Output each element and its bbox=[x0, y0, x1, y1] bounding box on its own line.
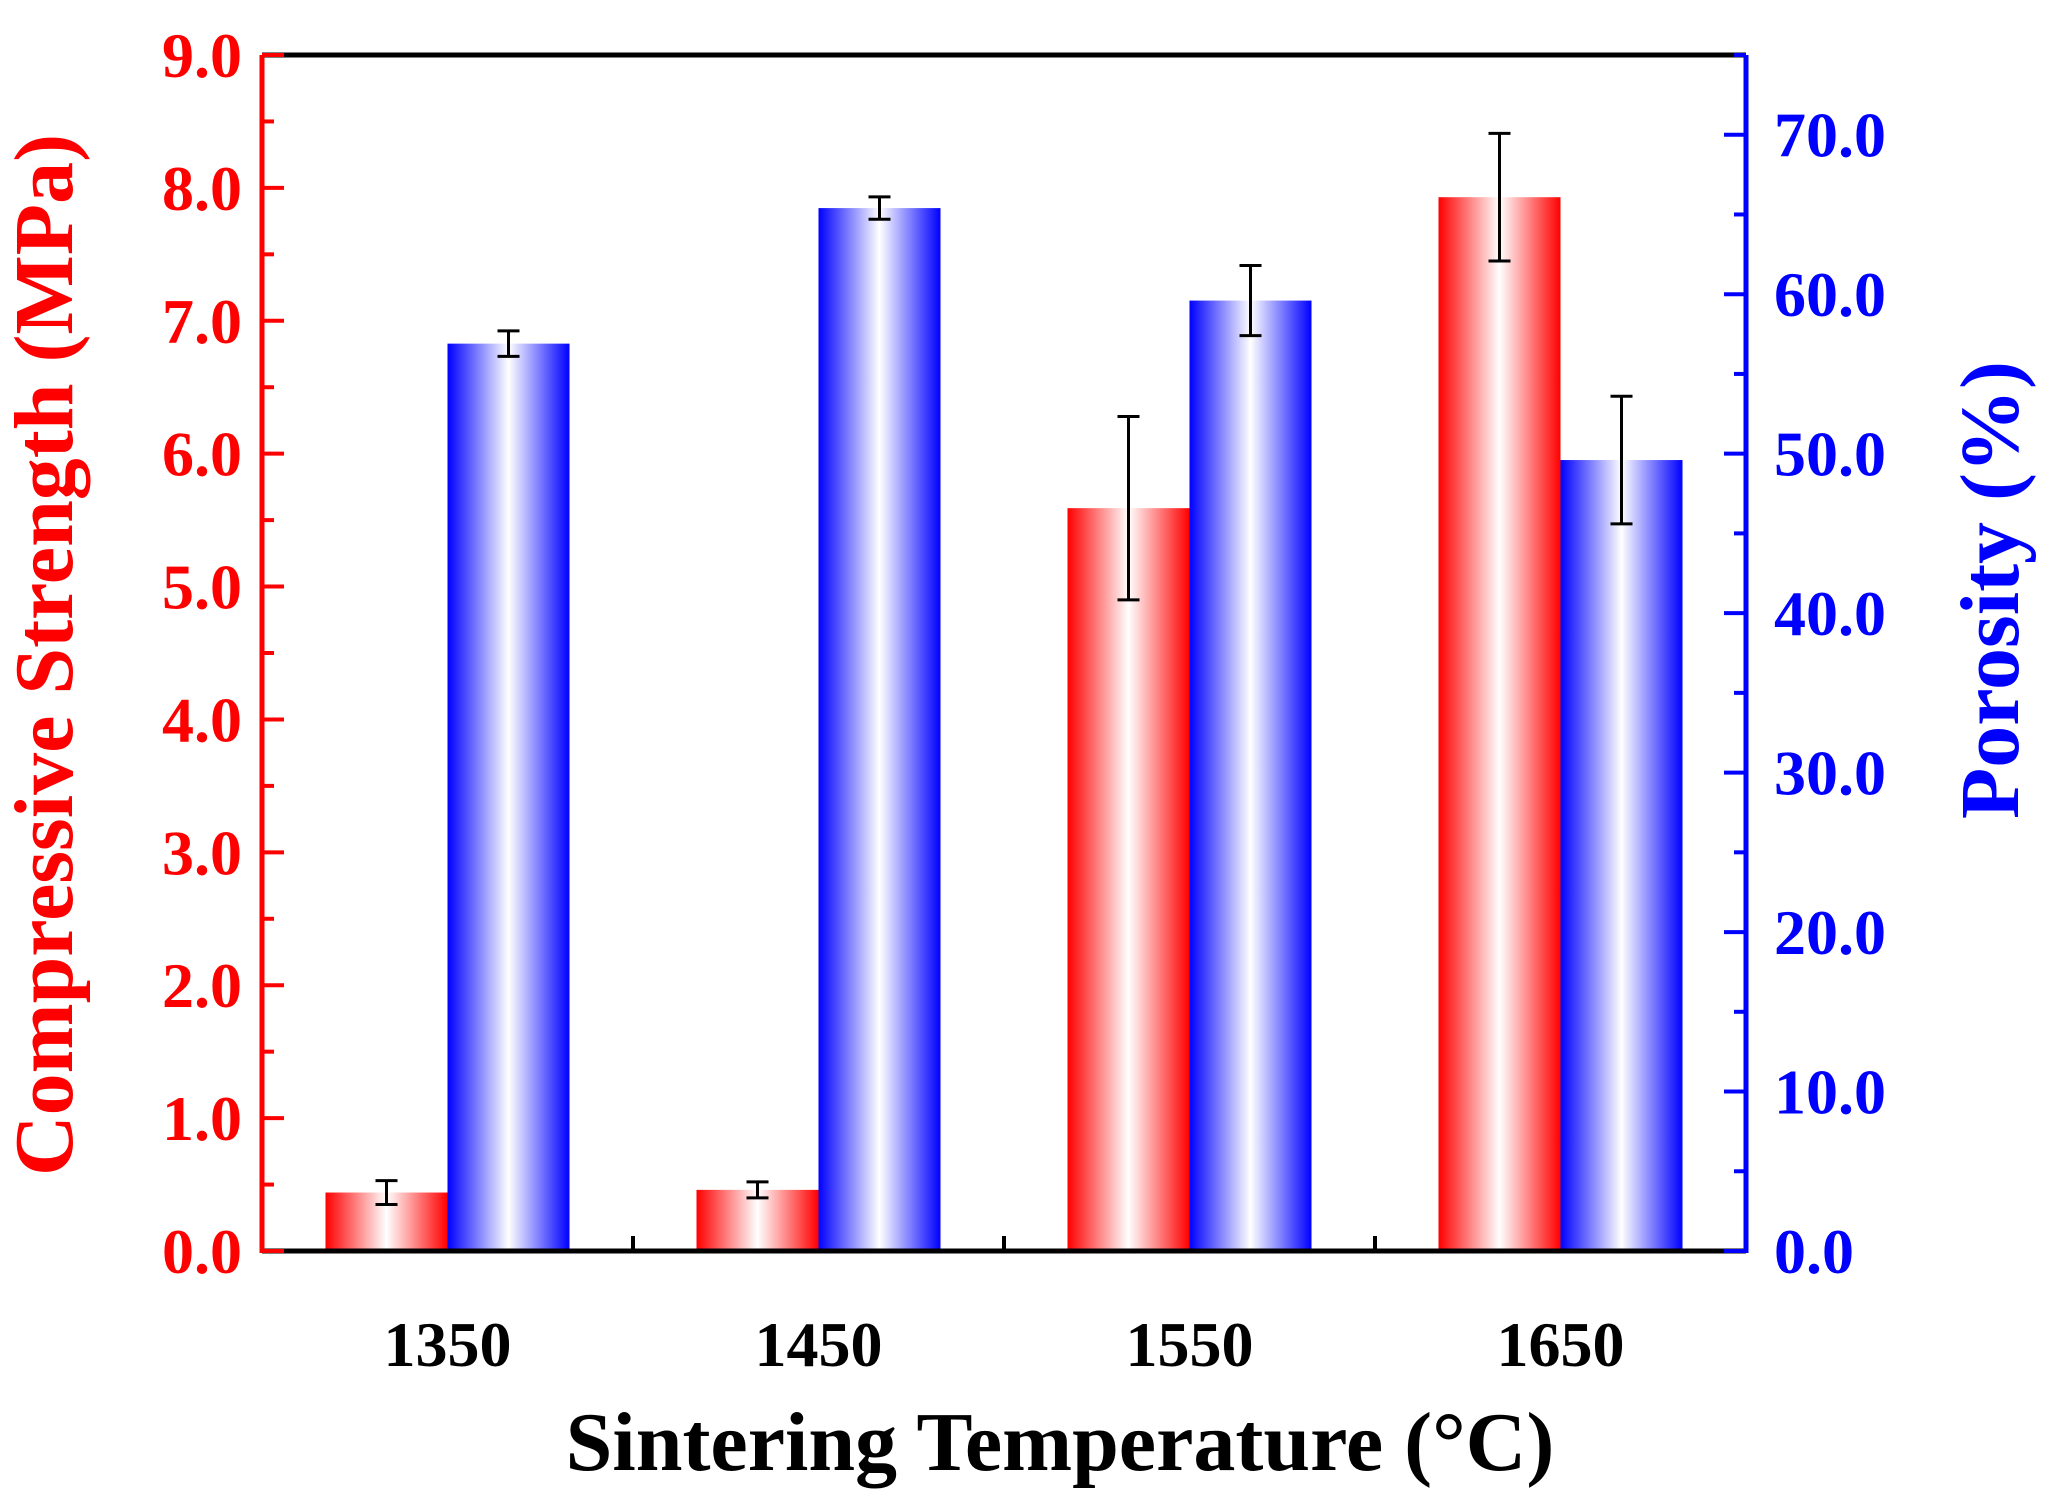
right-tick-label-0.0: 0.0 bbox=[1774, 1216, 1854, 1287]
left-tick-label-5.0: 5.0 bbox=[162, 552, 242, 623]
left-tick-label-0.0: 0.0 bbox=[162, 1216, 242, 1287]
labels-layer: 1350 1450 1550 1650 0.0 1.0 2.0 3.0 4.0 5.0 6.0 7.0… bbox=[162, 20, 1886, 1380]
error-bar-strength-1350 bbox=[375, 1179, 398, 1206]
bar-porosity-1350 bbox=[447, 343, 570, 1252]
error-bar-porosity-1650 bbox=[1610, 394, 1633, 526]
right-tick-label-60.0: 60.0 bbox=[1774, 259, 1886, 330]
error-bars-layer bbox=[375, 131, 1633, 1206]
error-bar-strength-1550 bbox=[1117, 414, 1140, 602]
x-tick-label-1550: 1550 bbox=[1126, 1309, 1254, 1380]
right-tick-label-70.0: 70.0 bbox=[1774, 100, 1886, 171]
error-bar-porosity-1450 bbox=[868, 195, 891, 221]
left-axis-title: Compressive Strength (MPa) bbox=[0, 134, 91, 1176]
axes-layer bbox=[259, 52, 1749, 1254]
right-tick-label-50.0: 50.0 bbox=[1774, 419, 1886, 490]
left-tick-label-8.0: 8.0 bbox=[162, 153, 242, 224]
right-tick-label-20.0: 20.0 bbox=[1774, 897, 1886, 968]
error-bar-porosity-1550 bbox=[1239, 263, 1262, 338]
left-tick-label-6.0: 6.0 bbox=[162, 419, 242, 490]
bar-porosity-1550 bbox=[1189, 300, 1312, 1251]
bar-strength-1650 bbox=[1438, 197, 1561, 1251]
left-tick-label-7.0: 7.0 bbox=[162, 286, 242, 357]
right-axis-title: Porosity (%) bbox=[1944, 361, 2037, 819]
error-bar-strength-1650 bbox=[1488, 131, 1511, 263]
bar-porosity-1450 bbox=[818, 208, 941, 1251]
bar-strength-1550 bbox=[1067, 508, 1190, 1251]
bar-porosity-1650 bbox=[1560, 460, 1683, 1252]
left-tick-label-4.0: 4.0 bbox=[162, 684, 242, 755]
error-bar-strength-1450 bbox=[746, 1180, 769, 1200]
left-tick-label-1.0: 1.0 bbox=[162, 1083, 242, 1154]
right-tick-label-30.0: 30.0 bbox=[1774, 738, 1886, 809]
x-tick-label-1450: 1450 bbox=[755, 1309, 883, 1380]
x-tick-label-1350: 1350 bbox=[384, 1309, 512, 1380]
x-tick-label-1650: 1650 bbox=[1497, 1309, 1625, 1380]
left-tick-label-9.0: 9.0 bbox=[162, 20, 242, 91]
right-tick-label-10.0: 10.0 bbox=[1774, 1057, 1886, 1128]
left-tick-label-2.0: 2.0 bbox=[162, 950, 242, 1021]
bar-strength-1450 bbox=[696, 1189, 819, 1251]
left-tick-label-3.0: 3.0 bbox=[162, 817, 242, 888]
right-tick-label-40.0: 40.0 bbox=[1774, 578, 1886, 649]
error-bar-porosity-1350 bbox=[497, 329, 520, 358]
x-axis-title: Sintering Temperature (°C) bbox=[566, 1396, 1555, 1489]
bars-layer bbox=[325, 197, 1683, 1252]
